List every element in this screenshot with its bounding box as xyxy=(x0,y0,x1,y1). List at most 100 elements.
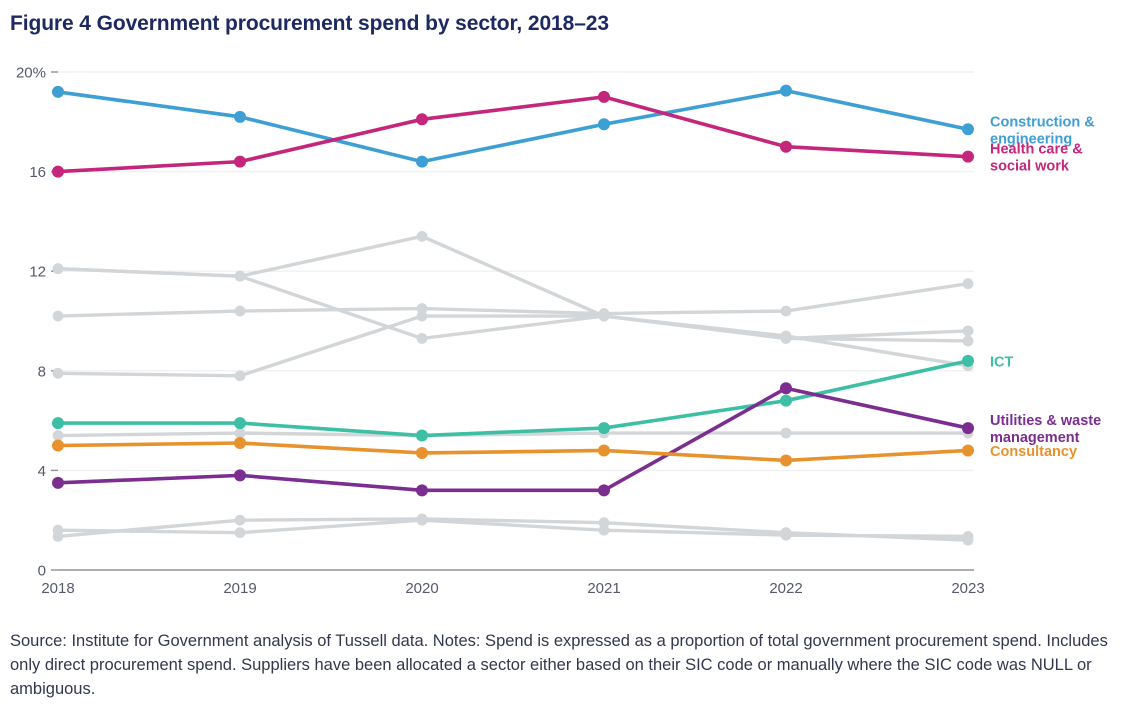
legend-label: social work xyxy=(990,159,1070,175)
x-tick-label: 2021 xyxy=(587,580,620,597)
series-utilities-waste-management xyxy=(52,382,974,497)
data-point xyxy=(780,84,792,97)
data-point xyxy=(780,527,792,539)
data-point xyxy=(598,90,610,103)
data-point xyxy=(416,429,428,442)
y-tick-label: 12 xyxy=(29,264,46,281)
data-point xyxy=(780,305,792,317)
y-tick-label: 4 xyxy=(38,463,46,480)
data-point xyxy=(52,165,64,178)
series-line xyxy=(56,88,970,164)
x-tick-label: 2019 xyxy=(223,580,256,597)
legend-label: ICT xyxy=(990,354,1014,370)
data-point xyxy=(234,417,246,430)
data-point xyxy=(234,155,246,168)
data-point xyxy=(598,517,610,529)
data-point xyxy=(416,155,428,168)
legend-label: Health care & xyxy=(990,142,1083,158)
data-point xyxy=(52,310,64,322)
y-tick-label: 20% xyxy=(16,65,46,82)
data-point xyxy=(416,113,428,126)
series-other-sector-5 xyxy=(52,427,974,441)
data-point xyxy=(416,230,428,242)
legend-label: engineering xyxy=(990,131,1072,147)
source-and-notes: Source: Institute for Government analysi… xyxy=(10,632,1108,698)
data-point xyxy=(52,439,64,452)
series-line xyxy=(56,441,970,463)
data-point xyxy=(598,310,610,322)
data-point xyxy=(780,330,792,342)
data-point xyxy=(962,335,974,347)
x-tick-label: 2022 xyxy=(769,580,802,597)
data-point xyxy=(234,370,246,382)
data-point xyxy=(52,530,64,542)
data-point xyxy=(234,110,246,123)
data-point xyxy=(962,325,974,337)
series-line xyxy=(56,281,970,318)
series-consultancy xyxy=(52,437,974,467)
data-point xyxy=(598,524,610,536)
legend-label: Utilities & waste xyxy=(990,413,1101,429)
legend-label: Consultancy xyxy=(990,444,1077,460)
series-line xyxy=(56,314,970,378)
data-point xyxy=(780,382,792,395)
data-point xyxy=(234,427,246,439)
data-point xyxy=(416,310,428,322)
data-point xyxy=(52,85,64,98)
y-tick-label: 8 xyxy=(38,363,46,380)
data-point xyxy=(780,140,792,153)
series-line xyxy=(56,95,970,174)
data-point xyxy=(52,263,64,275)
data-point xyxy=(416,333,428,344)
data-point xyxy=(234,527,246,539)
x-axis: 2018 2019 2020 2021 2022 2023 xyxy=(41,580,984,597)
data-point xyxy=(780,454,792,467)
data-point xyxy=(962,422,974,435)
data-point xyxy=(962,278,974,290)
data-point xyxy=(52,417,64,430)
data-point xyxy=(52,367,64,379)
series-other-sector-4 xyxy=(52,263,974,372)
series-construction-engineering xyxy=(52,84,974,168)
x-tick-label: 2023 xyxy=(951,580,984,597)
x-tick-label: 2018 xyxy=(41,580,74,597)
data-point xyxy=(962,354,974,367)
data-point xyxy=(962,150,974,163)
data-point xyxy=(416,484,428,497)
data-point xyxy=(52,430,64,441)
x-tick-label: 2020 xyxy=(405,580,438,597)
series-line xyxy=(56,267,970,368)
y-gridlines: 0 4 8 12 16 20% xyxy=(16,65,974,580)
legend-label: Construction & xyxy=(990,114,1095,130)
data-point xyxy=(234,305,246,317)
data-point xyxy=(598,118,610,131)
data-point xyxy=(234,270,246,282)
chart-plot-area: 0 4 8 12 16 20% 2018 2019 2020 2021 2022 2023 Constr… xyxy=(0,55,1126,615)
data-point xyxy=(416,446,428,459)
data-point xyxy=(780,427,792,439)
series-line xyxy=(56,431,970,438)
data-point xyxy=(416,513,428,525)
data-point xyxy=(598,484,610,497)
data-point xyxy=(234,437,246,450)
data-point xyxy=(598,422,610,435)
series-other-sector-6 xyxy=(52,514,974,542)
y-tick-label: 16 xyxy=(29,164,46,181)
data-point xyxy=(598,444,610,457)
legend-label: management xyxy=(990,430,1080,446)
series-line xyxy=(56,517,970,542)
data-point xyxy=(234,469,246,482)
data-point xyxy=(962,444,974,457)
data-point xyxy=(780,394,792,407)
line-chart: 0 4 8 12 16 20% 2018 2019 2020 2021 2022 2023 Constr… xyxy=(16,65,1101,598)
data-point xyxy=(416,303,428,314)
data-point xyxy=(52,476,64,489)
data-point xyxy=(962,534,974,546)
figure-title: Figure 4 Government procurement spend by… xyxy=(10,12,609,35)
data-point xyxy=(962,123,974,136)
series-line xyxy=(56,386,970,493)
series-other-sector-7 xyxy=(52,513,974,546)
y-tick-label: 0 xyxy=(38,563,46,580)
